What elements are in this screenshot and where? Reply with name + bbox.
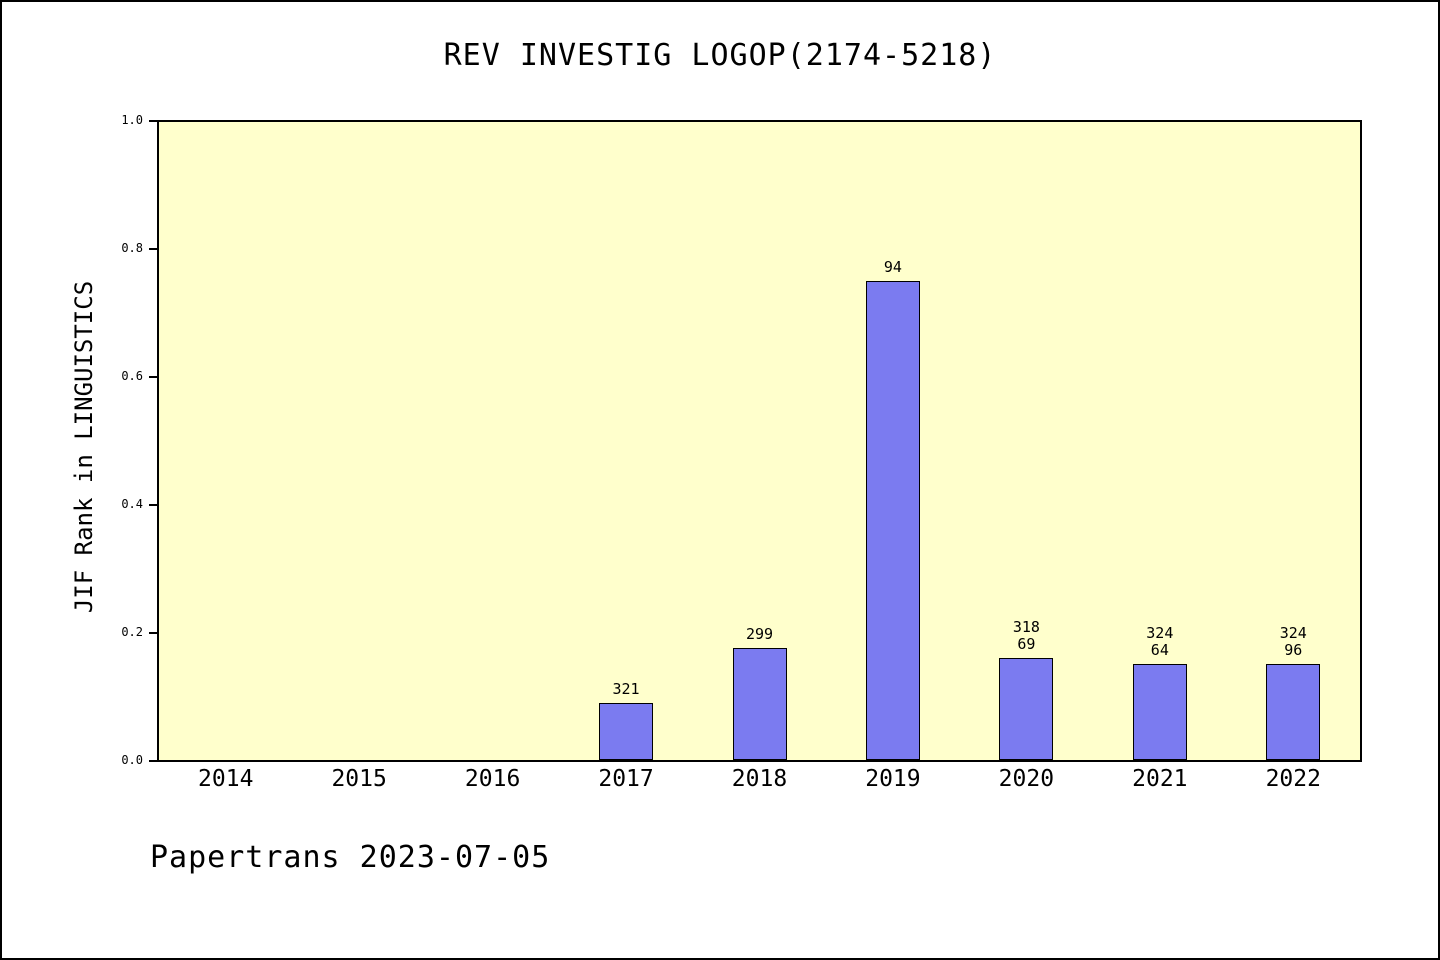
y-tick-label-0.8: 0.8: [121, 241, 143, 255]
bar-value-label-2018: 299: [745, 625, 774, 643]
x-tick-label-2021: 2021: [1132, 766, 1188, 792]
y-tick-mark: [149, 120, 157, 122]
bar-2021: [1133, 664, 1187, 760]
bar-2019: [866, 281, 920, 760]
bar-value-label-2020: 318 69: [1012, 618, 1040, 653]
bar-2022: [1266, 664, 1320, 760]
x-tick-label-2015: 2015: [331, 766, 387, 792]
y-tick-label-0.0: 0.0: [121, 753, 143, 767]
bar-value-label-2022: 324 96: [1279, 624, 1307, 659]
chart-title: REV INVESTIG LOGOP(2174-5218): [443, 38, 997, 73]
y-tick-label-0.6: 0.6: [121, 369, 143, 383]
x-tick-label-2016: 2016: [464, 766, 521, 792]
y-tick-label-0.2: 0.2: [121, 625, 143, 639]
y-axis-label: JIF Rank in LINGUISTICS: [70, 280, 98, 614]
bar-value-label-2017: 321: [612, 680, 640, 698]
watermark-text: Papertrans 2023-07-05: [150, 840, 551, 875]
x-tick-label-2018: 2018: [731, 766, 788, 792]
y-tick-label-1.0: 1.0: [121, 113, 143, 127]
y-tick-label-0.4: 0.4: [121, 497, 143, 511]
y-tick-mark: [149, 248, 157, 250]
bar-value-label-2019: 94: [883, 258, 902, 276]
x-tick-label-2022: 2022: [1265, 766, 1321, 792]
y-tick-mark: [149, 376, 157, 378]
y-tick-mark: [149, 504, 157, 506]
bar-2020: [999, 658, 1053, 760]
x-tick-label-2017: 2017: [598, 766, 654, 792]
y-tick-mark: [149, 760, 157, 762]
x-tick-label-2019: 2019: [865, 766, 921, 792]
x-tick-label-2014: 2014: [198, 766, 254, 792]
bar-2017: [599, 703, 653, 760]
bar-2018: [733, 648, 787, 760]
x-tick-label-2020: 2020: [998, 766, 1055, 792]
y-tick-mark: [149, 632, 157, 634]
bar-value-label-2021: 324 64: [1146, 624, 1174, 659]
plot-area: 321 299 94 318 69 324 64 324 96: [157, 120, 1362, 762]
